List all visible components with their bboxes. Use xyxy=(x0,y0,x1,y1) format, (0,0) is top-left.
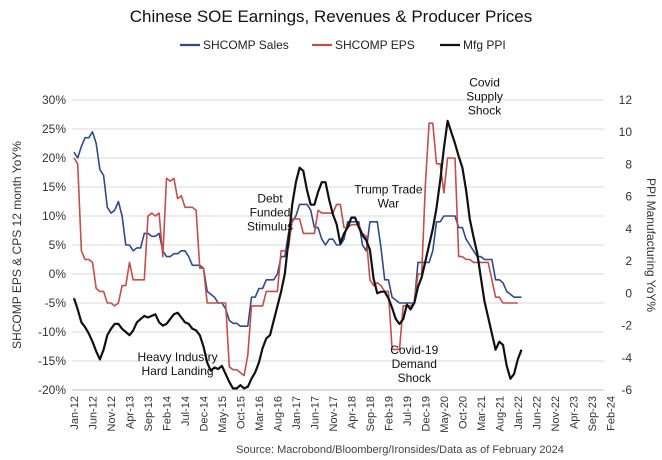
right-tick-label: 4 xyxy=(625,222,632,236)
x-tick-label: Feb-24 xyxy=(605,396,617,431)
annotation-label: Covid-19 Demand Shock xyxy=(390,343,438,385)
x-axis: Jan-12 Jun-12 Nov-12 Apr-13 Sep-13 Feb-14 Jul-… xyxy=(69,389,617,433)
annotation-label: Heavy Industry Hard Landing xyxy=(138,350,218,378)
x-tick-label: Feb-19 xyxy=(383,396,395,431)
x-tick-label: Jun-17 xyxy=(309,396,321,430)
chart-title: Chinese SOE Earnings, Revenues & Produce… xyxy=(130,7,533,26)
x-tick-label: Sep-13 xyxy=(143,396,155,431)
annotation-label: Trump Trade War xyxy=(354,182,423,210)
x-tick-label: Apr-23 xyxy=(568,396,580,429)
annotation-label: Debt Funded Stimulus xyxy=(247,192,293,234)
right-tick-label: 2 xyxy=(625,254,632,268)
left-axis-title: SHCOMP EPS & CPS 12 month YoY% xyxy=(10,141,24,349)
left-tick-label: -10% xyxy=(38,325,66,339)
x-tick-label: Jan-12 xyxy=(69,396,81,430)
x-tick-label: Jun-22 xyxy=(531,396,543,430)
x-tick-label: Sep-18 xyxy=(365,396,377,431)
right-tick-label: 0 xyxy=(625,286,632,300)
x-tick-label: May-15 xyxy=(217,396,229,433)
legend-label-eps: SHCOMP EPS xyxy=(335,38,415,52)
right-tick-label: 12 xyxy=(619,93,633,107)
x-tick-label: Oct-15 xyxy=(235,396,247,429)
x-tick-label: Aug-21 xyxy=(494,396,506,431)
right-axis-title: PPI Manufacturing YoY% xyxy=(644,178,658,312)
x-tick-label: Jul-14 xyxy=(180,396,192,426)
x-tick-label: Jul-19 xyxy=(402,396,414,426)
x-tick-label: Nov-22 xyxy=(550,396,562,431)
x-tick-label: May-20 xyxy=(439,396,451,433)
series-sales-line xyxy=(73,131,522,327)
left-tick-label: -20% xyxy=(38,383,66,397)
x-tick-label: Mar-21 xyxy=(476,396,488,431)
x-tick-label: Sep-23 xyxy=(587,396,599,431)
series-lines xyxy=(72,119,523,390)
right-tick-label: 10 xyxy=(619,125,633,139)
series-ppi-line xyxy=(72,119,523,390)
left-axis: 30% 25% 20% 15% 10% 5% 0% -5% -10% -15% -20% xyxy=(38,93,66,397)
source-note: Source: Macrobond/Bloomberg/Ironsides/Da… xyxy=(236,444,564,456)
x-tick-label: Apr-18 xyxy=(346,396,358,429)
left-tick-label: 10% xyxy=(42,209,66,223)
x-tick-label: Jan-17 xyxy=(291,396,303,430)
x-tick-label: Oct-20 xyxy=(457,396,469,429)
left-tick-label: 25% xyxy=(42,122,66,136)
left-tick-label: -15% xyxy=(38,354,66,368)
left-tick-label: 30% xyxy=(42,93,66,107)
left-tick-label: 20% xyxy=(42,151,66,165)
x-tick-label: Jun-12 xyxy=(87,396,99,430)
right-tick-label: -2 xyxy=(621,319,632,333)
x-tick-label: Aug-16 xyxy=(272,396,284,431)
x-tick-label: Dec-14 xyxy=(198,396,210,431)
series-eps-line xyxy=(73,122,518,377)
right-tick-label: -6 xyxy=(621,383,632,397)
left-tick-label: -5% xyxy=(45,296,67,310)
x-tick-label: Nov-12 xyxy=(106,396,118,431)
left-tick-label: 15% xyxy=(42,180,66,194)
right-tick-label: 8 xyxy=(625,157,632,171)
legend-label-ppi: Mfg PPI xyxy=(463,38,506,52)
legend-label-sales: SHCOMP Sales xyxy=(203,38,289,52)
x-tick-label: Nov-17 xyxy=(328,396,340,431)
annotation-label: Covid Supply Shock xyxy=(466,76,503,118)
x-tick-label: Feb-14 xyxy=(161,396,173,431)
right-tick-label: 6 xyxy=(625,190,632,204)
annotations: Heavy Industry Hard Landing Debt Funded Stim… xyxy=(138,76,503,385)
right-axis: 12 10 8 6 4 2 0 -2 -4 -6 xyxy=(619,93,633,397)
left-tick-label: 5% xyxy=(49,238,67,252)
right-tick-label: -4 xyxy=(621,351,632,365)
x-tick-label: Apr-13 xyxy=(124,396,136,429)
left-tick-label: 0% xyxy=(49,267,67,281)
x-tick-label: Jan-22 xyxy=(513,396,525,430)
x-tick-label: Dec-19 xyxy=(420,396,432,431)
x-tick-label: Mar-16 xyxy=(254,396,266,431)
legend: SHCOMP Sales SHCOMP EPS Mfg PPI xyxy=(180,38,506,52)
